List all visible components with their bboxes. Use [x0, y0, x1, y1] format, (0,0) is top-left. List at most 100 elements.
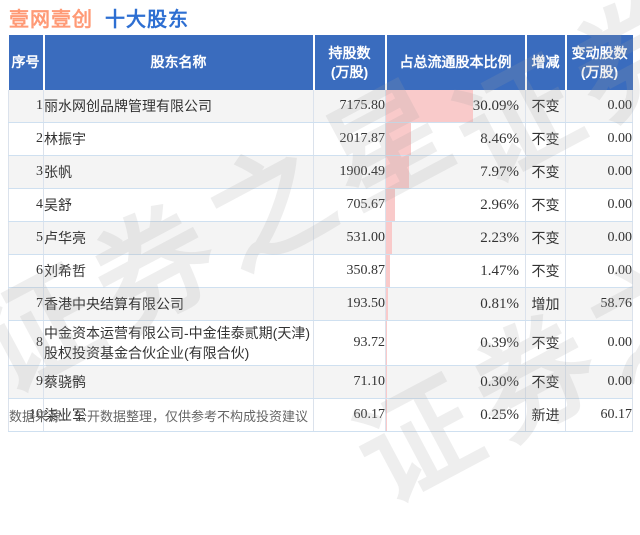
- change-direction: 不变: [525, 221, 566, 255]
- change-direction: 不变: [525, 155, 566, 189]
- change-shares: 60.17: [565, 398, 633, 432]
- shares-held: 193.50: [313, 287, 386, 321]
- change-direction: 不变: [525, 122, 566, 156]
- header-row: 序号 股东名称 持股数 (万股) 占总流通股本比例 增减 变动股数 (万股): [8, 35, 633, 90]
- shareholder-name: 柒业军: [43, 398, 314, 432]
- row-no: 1: [8, 90, 44, 123]
- change-shares: 0.00: [565, 155, 633, 189]
- row-no: 6: [8, 254, 44, 288]
- row-no: 10: [8, 398, 44, 432]
- shares-held: 71.10: [313, 365, 386, 399]
- table-header: 序号 股东名称 持股数 (万股) 占总流通股本比例 增减 变动股数 (万股): [8, 35, 633, 90]
- pct-of-float: 7.97%: [385, 155, 526, 189]
- change-direction: 不变: [525, 90, 566, 123]
- table-row: 6 刘希哲 350.87 1.47% 不变 0.00: [8, 254, 633, 288]
- shares-held: 350.87: [313, 254, 386, 288]
- shareholder-name: 张帆: [43, 155, 314, 189]
- shareholder-name: 刘希哲: [43, 254, 314, 288]
- pct-value: 0.25%: [480, 407, 519, 423]
- change-shares: 58.76: [565, 287, 633, 321]
- shareholder-name: 丽水网创品牌管理有限公司: [43, 90, 314, 123]
- pct-of-float: 0.30%: [385, 365, 526, 399]
- table-row: 3 张帆 1900.49 7.97% 不变 0.00: [8, 155, 633, 189]
- pct-value: 1.47%: [480, 263, 519, 279]
- pct-of-float: 2.23%: [385, 221, 526, 255]
- change-shares: 0.00: [565, 188, 633, 222]
- row-no: 5: [8, 221, 44, 255]
- pct-of-float: 30.09%: [385, 90, 526, 123]
- pct-value: 30.09%: [472, 98, 519, 114]
- change-direction: 不变: [525, 254, 566, 288]
- pct-bar: [386, 288, 389, 320]
- shares-held: 1900.49: [313, 155, 386, 189]
- table-row: 1 丽水网创品牌管理有限公司 7175.80 30.09% 不变 0.00: [8, 90, 633, 123]
- shares-held: 705.67: [313, 188, 386, 222]
- pct-value: 2.23%: [480, 230, 519, 246]
- pct-value: 0.30%: [480, 374, 519, 390]
- pct-bar: [386, 222, 393, 254]
- pct-of-float: 8.46%: [385, 122, 526, 156]
- pct-bar: [386, 189, 395, 221]
- change-shares: 0.00: [565, 320, 633, 366]
- column-header: 增减: [525, 35, 567, 90]
- pct-value: 7.97%: [480, 164, 519, 180]
- row-no: 9: [8, 365, 44, 399]
- change-shares: 0.00: [565, 90, 633, 123]
- pct-bar: [386, 123, 411, 155]
- row-no: 2: [8, 122, 44, 156]
- table-body: 1 丽水网创品牌管理有限公司 7175.80 30.09% 不变 0.00 2 林振宇 2017…: [8, 90, 633, 432]
- row-no: 7: [8, 287, 44, 321]
- shareholder-name: 中金资本运营有限公司-中金佳泰贰期(天津)股权投资基金合伙企业(有限合伙): [43, 320, 314, 366]
- column-header: 占总流通股本比例: [385, 35, 527, 90]
- table-row: 2 林振宇 2017.87 8.46% 不变 0.00: [8, 122, 633, 156]
- table-row: 8 中金资本运营有限公司-中金佳泰贰期(天津)股权投资基金合伙企业(有限合伙) 93…: [8, 320, 633, 366]
- row-no: 3: [8, 155, 44, 189]
- pct-bar: [386, 399, 387, 431]
- pct-bar: [386, 321, 388, 365]
- pct-value: 0.81%: [480, 296, 519, 312]
- shares-held: 531.00: [313, 221, 386, 255]
- pct-of-float: 2.96%: [385, 188, 526, 222]
- page-title: 壹网壹创 十大股东: [9, 3, 189, 32]
- column-header: 序号: [8, 35, 45, 90]
- pct-of-float: 0.81%: [385, 287, 526, 321]
- shareholder-name: 蔡骁鹘: [43, 365, 314, 399]
- pct-value: 0.39%: [480, 335, 519, 351]
- pct-bar: [386, 90, 474, 122]
- pct-bar: [386, 255, 391, 287]
- data-source-note: 数据来源：公开数据整理，仅供参考不构成投资建议: [9, 409, 309, 424]
- change-direction: 不变: [525, 365, 566, 399]
- pct-bar: [386, 156, 410, 188]
- shareholder-name: 吴舒: [43, 188, 314, 222]
- table-row: 10 柒业军 60.17 0.25% 新进 60.17: [8, 398, 633, 432]
- change-shares: 0.00: [565, 365, 633, 399]
- shareholder-name: 卢华亮: [43, 221, 314, 255]
- shareholder-name: 林振宇: [43, 122, 314, 156]
- column-header: 股东名称: [43, 35, 315, 90]
- pct-value: 2.96%: [480, 197, 519, 213]
- row-no: 4: [8, 188, 44, 222]
- column-header: 变动股数 (万股): [565, 35, 633, 90]
- shareholders-table: 序号 股东名称 持股数 (万股) 占总流通股本比例 增减 变动股数 (万股) 1 丽水网创品…: [8, 35, 633, 432]
- column-header: 持股数 (万股): [313, 35, 387, 90]
- change-shares: 0.00: [565, 221, 633, 255]
- change-shares: 0.00: [565, 254, 633, 288]
- row-no: 8: [8, 320, 44, 366]
- pct-of-float: 1.47%: [385, 254, 526, 288]
- table-row: 9 蔡骁鹘 71.10 0.30% 不变 0.00: [8, 365, 633, 399]
- change-direction: 新进: [525, 398, 566, 432]
- shareholder-name: 香港中央结算有限公司: [43, 287, 314, 321]
- shares-held: 7175.80: [313, 90, 386, 123]
- title-section: 十大股东: [105, 9, 189, 31]
- stock-name: 壹网壹创: [9, 9, 93, 31]
- shares-held: 60.17: [313, 398, 386, 432]
- pct-of-float: 0.39%: [385, 320, 526, 366]
- shares-held: 93.72: [313, 320, 386, 366]
- change-shares: 0.00: [565, 122, 633, 156]
- table-row: 7 香港中央结算有限公司 193.50 0.81% 增加 58.76: [8, 287, 633, 321]
- pct-of-float: 0.25%: [385, 398, 526, 432]
- change-direction: 不变: [525, 188, 566, 222]
- table-row: 4 吴舒 705.67 2.96% 不变 0.00: [8, 188, 633, 222]
- table-row: 5 卢华亮 531.00 2.23% 不变 0.00: [8, 221, 633, 255]
- pct-value: 8.46%: [480, 131, 519, 147]
